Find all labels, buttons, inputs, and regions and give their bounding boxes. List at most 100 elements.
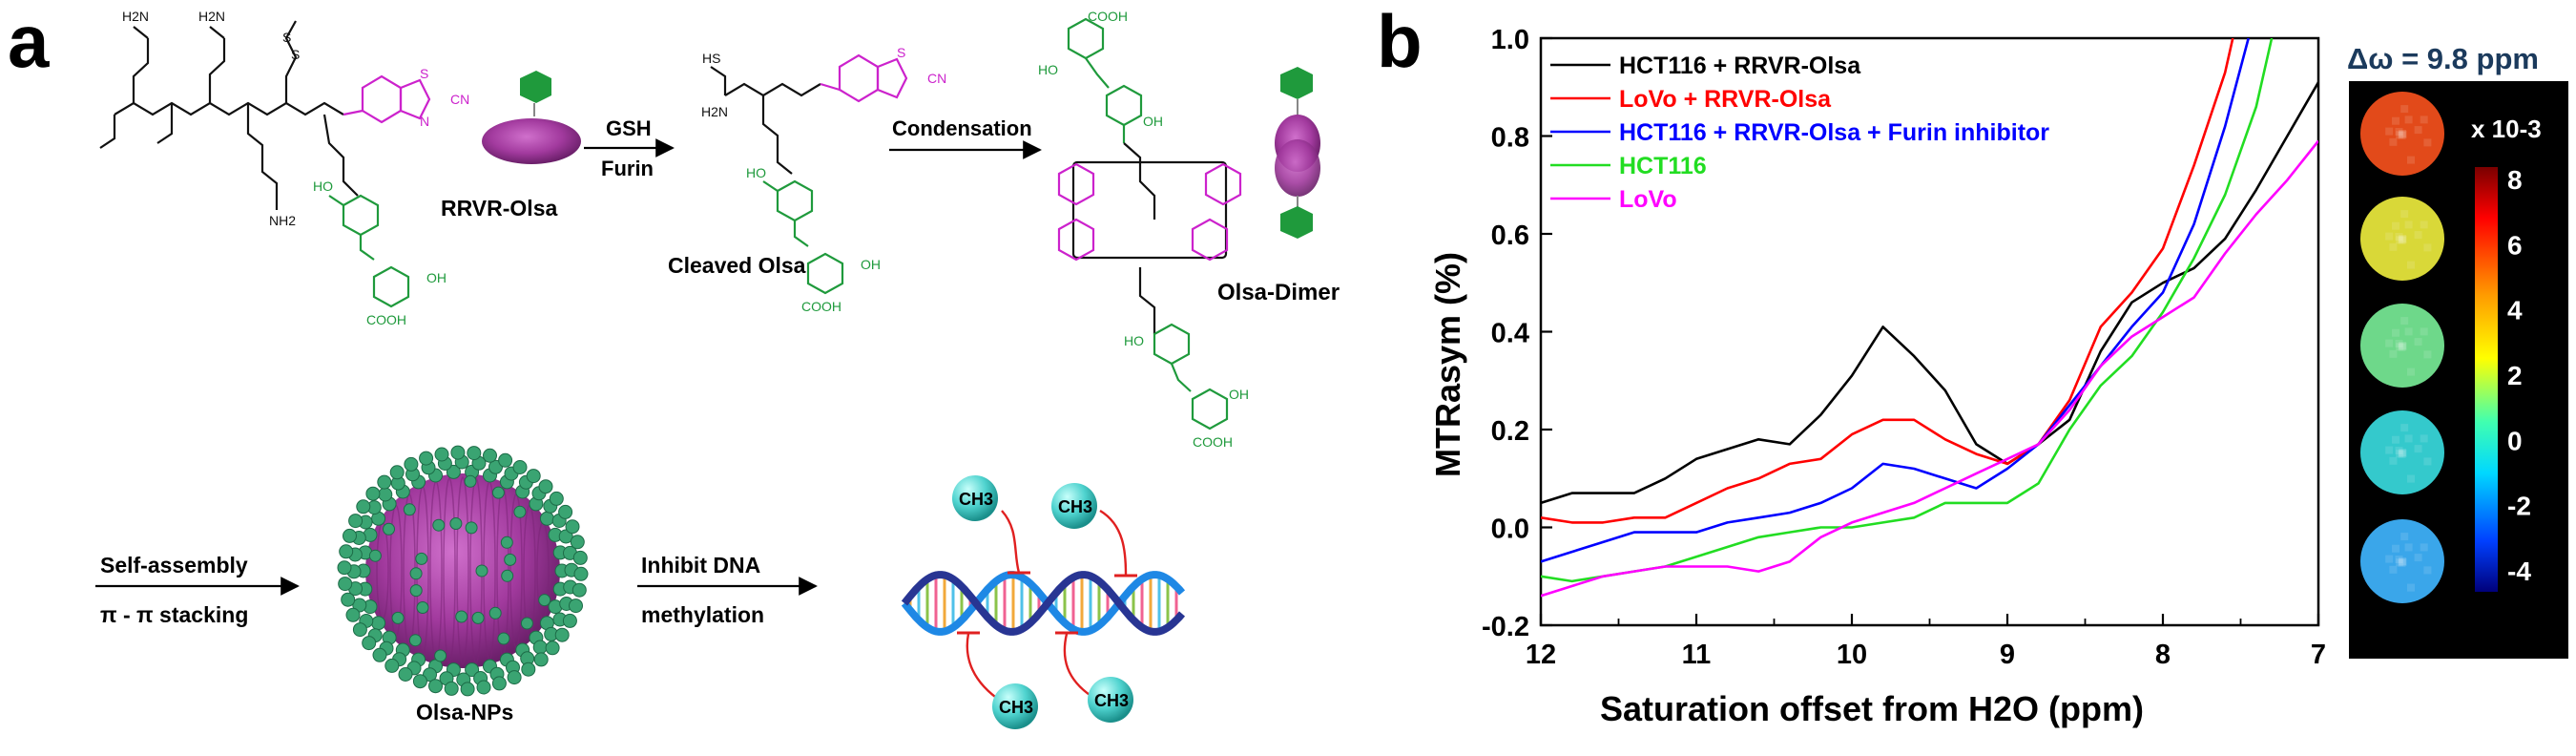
rrvr-olsa-label: RRVR-Olsa (441, 196, 557, 220)
legend-entry: HCT116 + RRVR-Olsa + Furin inhibitor (1619, 119, 2049, 146)
cest-map-pixel (2420, 543, 2428, 552)
cest-map-pixel (2400, 210, 2409, 219)
x-tick-label: 8 (2155, 640, 2171, 670)
np-shell-bead (571, 582, 587, 598)
cest-map-circle (2360, 197, 2444, 281)
atom-label: S (282, 30, 291, 45)
dna-strand (901, 571, 1186, 636)
cest-map-pixel (2396, 343, 2404, 351)
np-shell-bead (545, 640, 560, 656)
cest-map-pixel (2395, 340, 2403, 347)
methyl-ball-icon (952, 475, 998, 521)
atom-label: OH (426, 270, 447, 285)
cest-map-circles (2360, 92, 2444, 603)
np-shell-bead (498, 452, 513, 468)
atom-label: CN (927, 71, 946, 86)
np-shell-bead (352, 622, 367, 638)
cest-map-pixel (2385, 232, 2394, 241)
colorbar-tick-label: 8 (2507, 165, 2523, 195)
atom-label: HO (313, 178, 333, 194)
atom-label: HO (1124, 333, 1144, 348)
colorbar (2475, 167, 2498, 592)
series-line (1541, 38, 2250, 563)
np-shell-bead (483, 448, 497, 463)
peptide-ellipse-icon (482, 118, 581, 164)
cest-map-pixel (2399, 235, 2406, 242)
y-tick-label: 0.6 (1491, 220, 1529, 251)
np-surface-bead (416, 601, 429, 614)
np-shell-bead (573, 566, 589, 581)
legend-entry: HCT116 + RRVR-Olsa (1619, 52, 1861, 79)
np-shell-bead (476, 680, 491, 695)
cest-map-pixel (2385, 339, 2394, 347)
cleaved-olsa-structure (710, 53, 908, 295)
y-tick-label: 1.0 (1491, 25, 1529, 55)
cest-map-pixel (2407, 583, 2415, 592)
methyl-label: CH3 (1094, 691, 1129, 710)
np-surface-bead (465, 521, 478, 535)
cest-map-pixel (2414, 231, 2422, 240)
np-shell-bead (343, 528, 357, 543)
methyl-ball-icon (1051, 483, 1097, 529)
colorbar-tick-label: 6 (2507, 230, 2523, 260)
cest-map-pixel (2385, 127, 2394, 136)
atom-label: S (420, 66, 428, 81)
np-shell-bead (539, 511, 554, 526)
np-surface-bead (497, 632, 510, 645)
np-shell-bead (384, 658, 400, 673)
cest-map-pixel (2423, 457, 2432, 466)
y-tick-label: -0.2 (1482, 612, 1529, 642)
colorbar-tick-label: -2 (2507, 492, 2531, 521)
np-surface-bead (391, 611, 405, 624)
colorbar-tick-label: 0 (2507, 426, 2523, 455)
cest-map-pixel (2423, 138, 2432, 147)
y-tick-label: 0.4 (1491, 319, 1529, 349)
atom-label: HO (746, 165, 766, 180)
probe-cartoon (482, 71, 581, 164)
np-shell-bead (348, 514, 364, 529)
cest-map-pixel (2395, 233, 2403, 241)
legend-entry: HCT116 (1619, 153, 1707, 179)
np-shell-bead (512, 460, 528, 474)
cest-map-pixel (2396, 450, 2404, 458)
cleaved-olsa-label: Cleaved Olsa (668, 253, 806, 278)
cest-map-pixel (2407, 156, 2415, 164)
cest-map-pixel (2423, 350, 2432, 359)
np-surface-bead (488, 606, 502, 620)
np-shell-bead (356, 499, 371, 514)
np-shell-bead (362, 636, 377, 651)
cest-map-pixel (2389, 349, 2398, 358)
cest-map-pixel (2398, 343, 2406, 351)
cest-map-pixel (2392, 328, 2399, 337)
np-shell-bead (412, 674, 427, 689)
cest-map-pixel (2404, 116, 2413, 124)
cest-map-pixel (2399, 235, 2407, 243)
cest-map-circle (2360, 92, 2444, 176)
cest-map-pixel (2414, 445, 2422, 453)
x-axis-label: Saturation offset from H2O (ppm) (1600, 689, 2144, 728)
cest-map-pixel (2423, 566, 2432, 575)
y-tick-label: 0.2 (1491, 416, 1529, 447)
cest-map-pixel (2399, 449, 2406, 456)
series-line (1541, 81, 2318, 505)
cest-map-pixel (2414, 338, 2422, 346)
self-assembly-label: Self-assembly (100, 553, 248, 578)
atom-label: H2N (198, 9, 225, 24)
y-tick-label: 0.0 (1491, 514, 1529, 545)
atom-label: HS (702, 51, 720, 66)
np-surface-bead (403, 503, 416, 516)
legend-entry: LoVo + RRVR-Olsa (1619, 86, 1832, 113)
atom-label: S (291, 47, 300, 62)
np-shell-bead (572, 550, 588, 565)
cest-map-pixel (2389, 565, 2398, 574)
cest-map-pixel (2392, 116, 2399, 125)
methyl-label: CH3 (1058, 497, 1092, 516)
panel-a-label: a (8, 0, 50, 83)
cest-map-pixel (2404, 327, 2413, 336)
cest-map-pixel (2399, 130, 2407, 138)
cest-map-pixel (2389, 137, 2398, 146)
np-shell-bead (569, 598, 583, 614)
mtr-chart: 12 11 10 9 8 7 -0.2 0.0 0.2 0.4 0.6 0.8 1.0 HCT116 … (1428, 25, 2326, 728)
np-shell-bead (339, 544, 354, 559)
np-surface-bead (471, 611, 485, 624)
